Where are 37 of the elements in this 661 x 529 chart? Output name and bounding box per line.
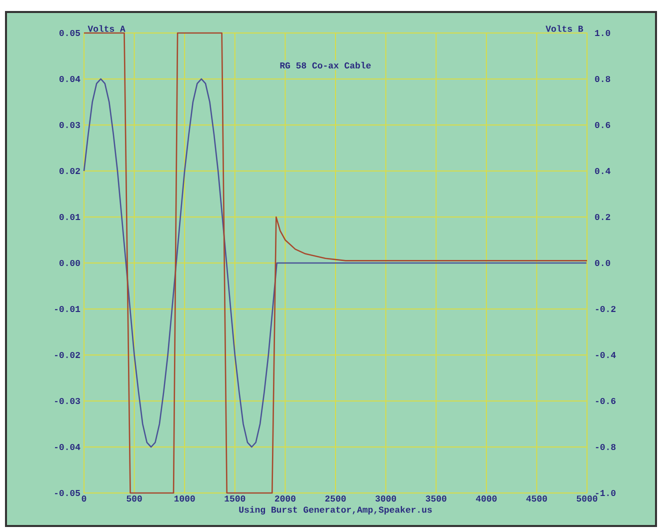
y-axis-title: Volts A xyxy=(88,25,126,32)
x-tick-label: 500 xyxy=(126,496,142,502)
x-tick-label: 4000 xyxy=(476,496,497,502)
y-tick-label: -0.03 xyxy=(55,398,80,404)
y2-tick-label: -0.6 xyxy=(596,398,616,404)
x-tick-label: 1000 xyxy=(174,496,195,502)
y-tick-label: 0.03 xyxy=(59,122,80,128)
y2-tick-label: -0.8 xyxy=(596,444,616,450)
y2-axis-title: Volts B xyxy=(546,25,584,32)
x-tick-label: 2000 xyxy=(274,496,296,502)
y-tick-label: 0.02 xyxy=(59,168,80,174)
y2-tick-label: 0.8 xyxy=(595,76,610,82)
y-tick-label: 0.04 xyxy=(59,76,80,82)
x-axis-title: Using Burst Generator,Amp,Speaker.us xyxy=(239,506,432,515)
y2-tick-label: 1.0 xyxy=(595,30,610,36)
x-tick-label: 5000 xyxy=(576,496,598,502)
y-tick-label: -0.02 xyxy=(55,352,80,358)
y2-tick-label: 0.6 xyxy=(595,122,610,128)
x-tick-label: 0 xyxy=(82,496,86,502)
y-tick-label: 0.05 xyxy=(59,30,80,36)
text: RG 58 Co-ax Cable xyxy=(280,62,371,68)
y2-tick-label: -0.4 xyxy=(596,352,616,358)
y-tick-label: -0.04 xyxy=(55,444,80,450)
y-tick-label: 0.00 xyxy=(59,260,80,266)
y2-tick-label: -0.2 xyxy=(596,306,616,312)
y2-tick-label: 0.2 xyxy=(595,214,610,220)
y2-tick-label: 0.0 xyxy=(595,260,610,266)
x-tick-label: 3500 xyxy=(426,496,446,502)
x-tick-label: 1500 xyxy=(224,496,246,502)
y-tick-label: 0.01 xyxy=(59,214,80,220)
x-tick-label: 4500 xyxy=(526,496,547,502)
y-tick-label: -0.05 xyxy=(55,490,80,496)
y2-tick-label: -1.0 xyxy=(596,490,616,496)
x-tick-label: 3000 xyxy=(375,496,396,502)
x-tick-label: 2500 xyxy=(325,496,346,502)
y-tick-label: -0.01 xyxy=(55,306,80,312)
y2-tick-label: 0.4 xyxy=(595,168,610,174)
